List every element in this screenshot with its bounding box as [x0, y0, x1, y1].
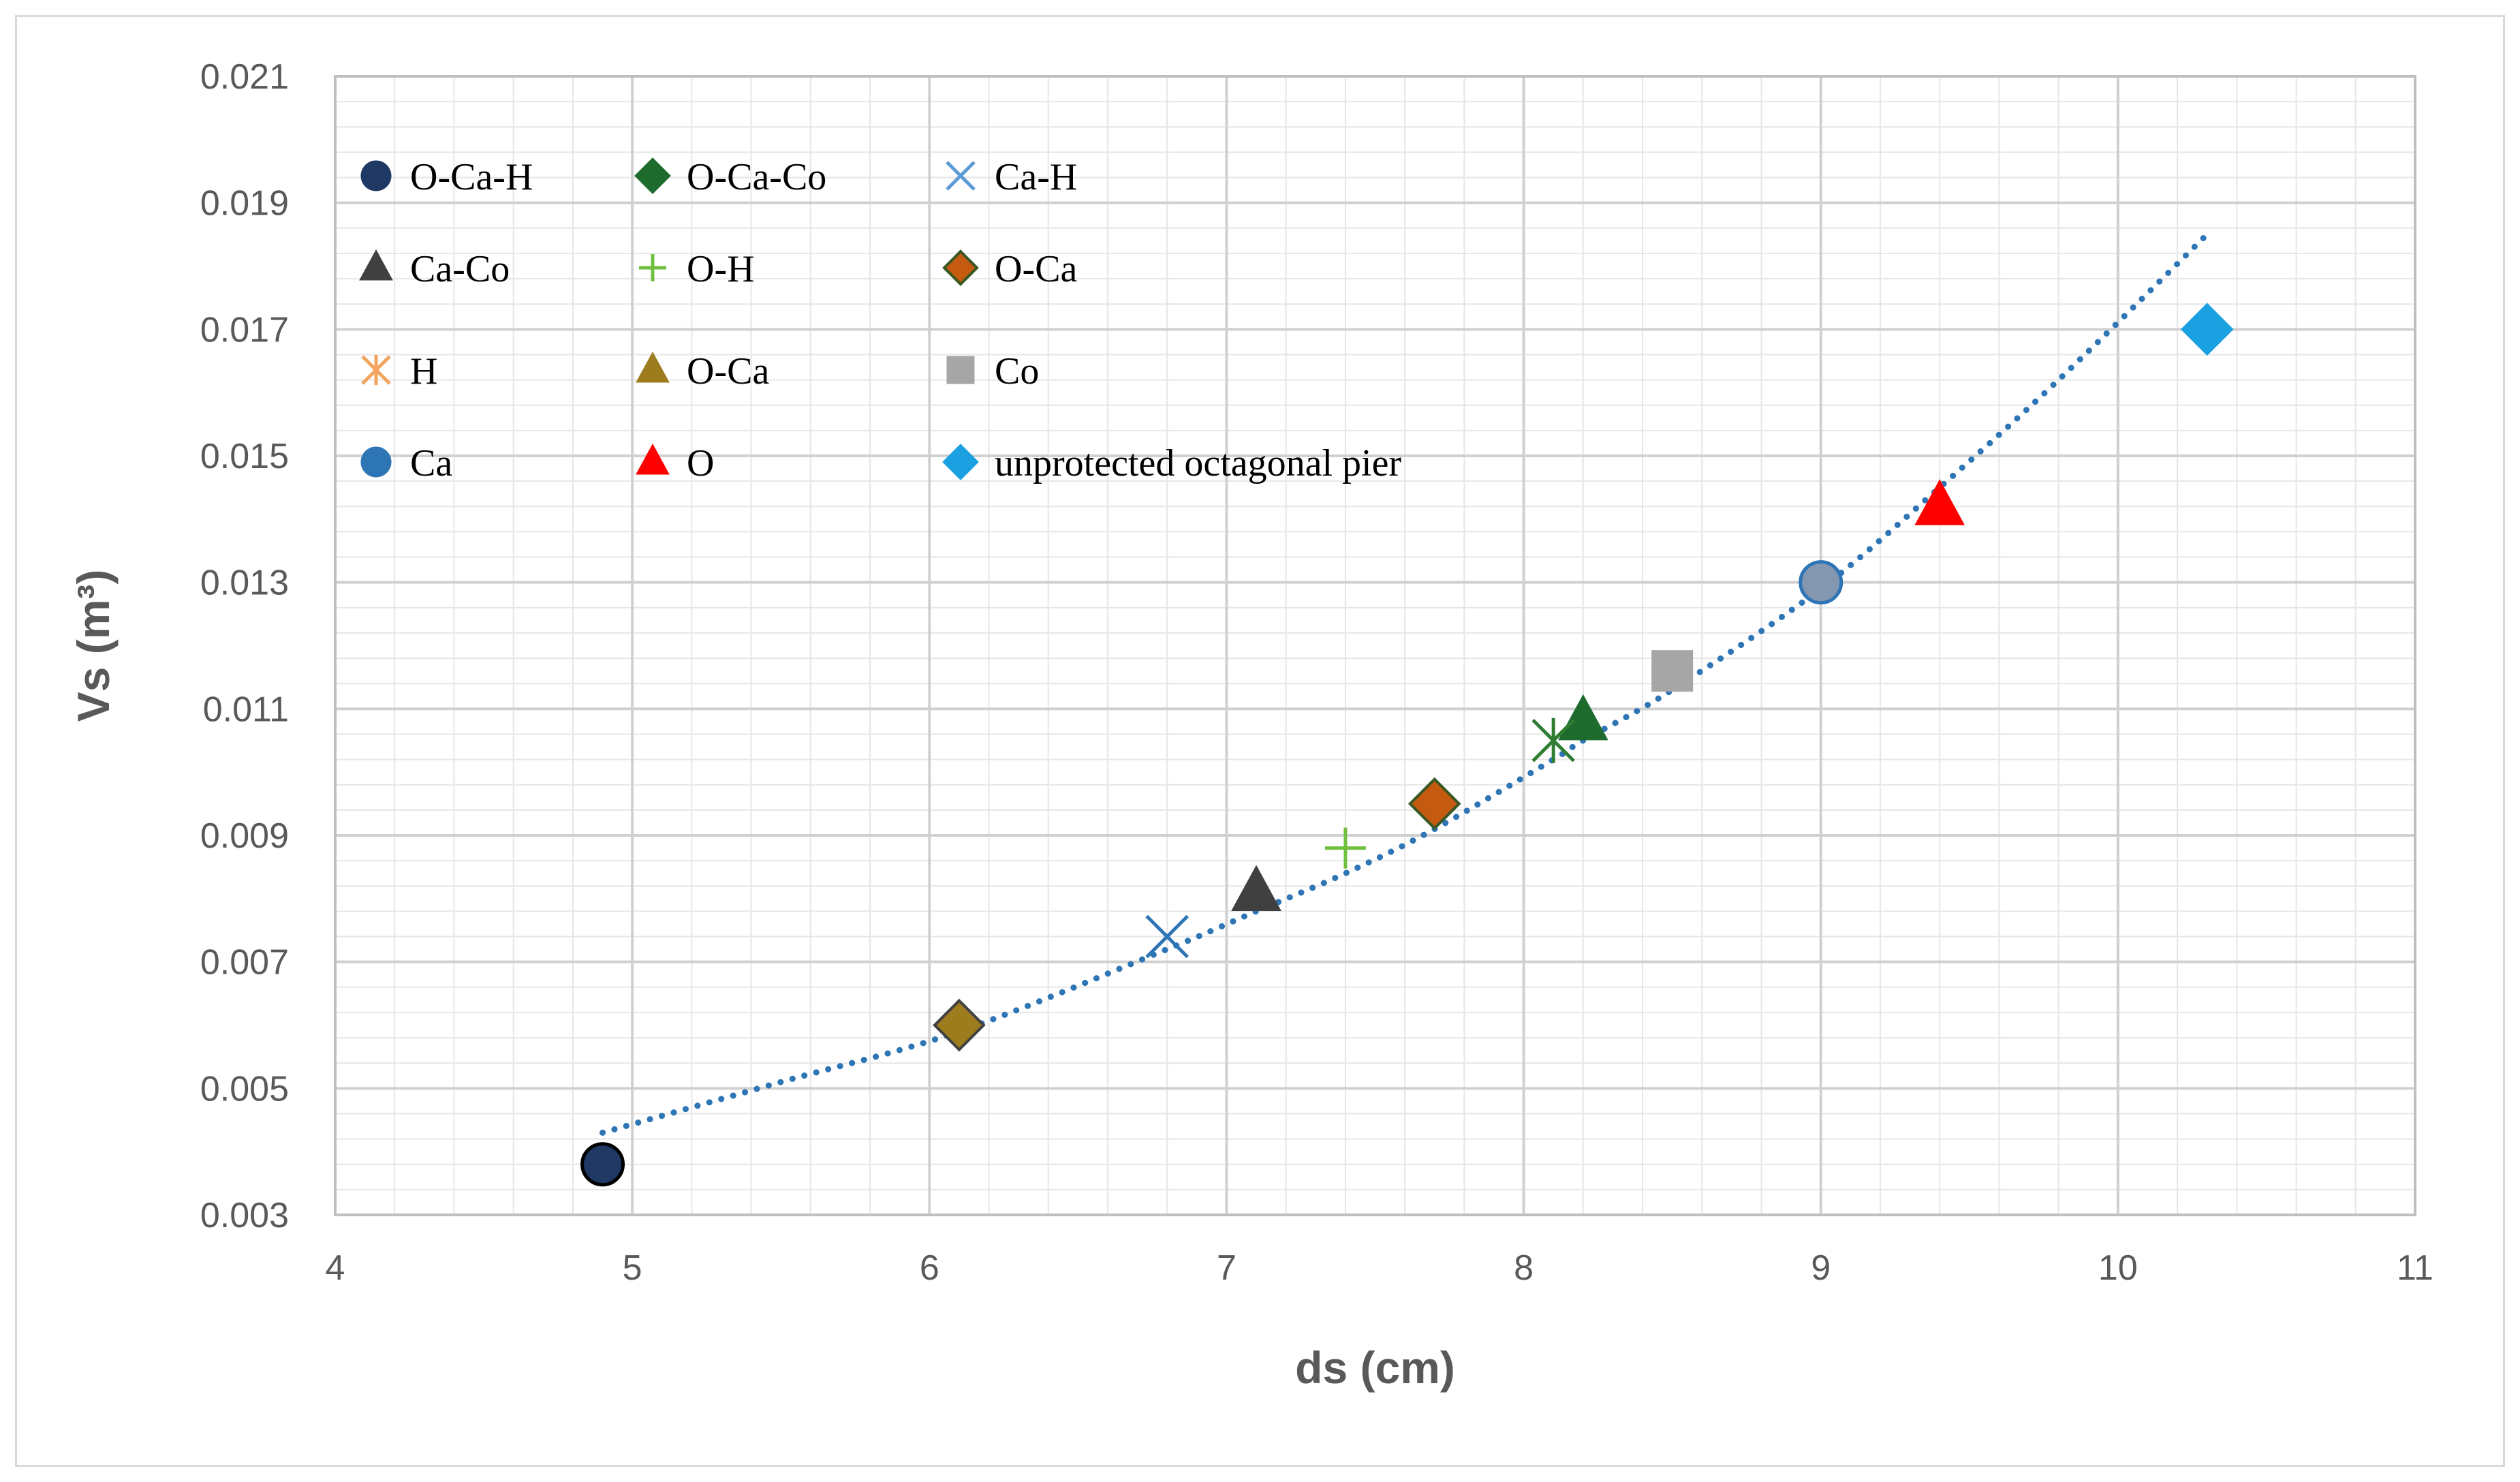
x-axis-tick-labels: 4 5 6 7 8 9 10 11: [326, 1248, 2433, 1288]
legend-marker: [360, 160, 392, 191]
legend-label: O: [687, 442, 714, 484]
legend-marker: [634, 157, 671, 194]
minor-gridlines: [335, 76, 2415, 1215]
y-tick-label: 0.019: [200, 184, 289, 223]
legend-item: Ca-H: [946, 156, 1077, 198]
legend-item: O-Ca: [942, 248, 1077, 290]
y-axis-tick-labels: 0.003 0.005 0.007 0.009 0.011 0.013 0.015 0.017…: [200, 57, 289, 1235]
data-point: [1531, 717, 1575, 763]
legend-item: O-Ca-Co: [634, 156, 826, 198]
legend-marker: [639, 254, 666, 281]
legend-item: O-Ca-H: [360, 156, 533, 198]
x-axis-title: ds (cm): [1295, 1342, 1455, 1393]
y-tick-label: 0.007: [200, 943, 289, 983]
plot-area-border: [334, 75, 2416, 1216]
legend-label: unprotected octagonal pier: [995, 442, 1401, 484]
legend-label: Ca-Co: [410, 248, 510, 290]
x-tick-label: 6: [920, 1248, 939, 1288]
legend-label: Ca-H: [995, 156, 1077, 198]
y-tick-label: 0.003: [200, 1196, 289, 1235]
y-tick-label: 0.017: [200, 310, 289, 350]
x-tick-label: 11: [2397, 1248, 2433, 1288]
x-tick-label: 8: [1514, 1248, 1534, 1288]
data-point: [580, 1142, 625, 1187]
legend-item: Ca: [360, 442, 452, 484]
data-point: [1651, 650, 1694, 692]
major-gridlines: [334, 75, 2416, 1216]
legend-item: O: [636, 442, 714, 484]
legend-label: O-Ca: [687, 350, 769, 392]
legend-label: O-Ca-Co: [687, 156, 826, 198]
y-tick-label: 0.013: [200, 564, 289, 603]
data-point: [1407, 777, 1461, 831]
legend-marker: [359, 249, 393, 281]
legend-item: Ca-Co: [359, 248, 510, 290]
data-point: [1914, 479, 1965, 525]
data-points: [580, 303, 2234, 1187]
data-point: [1799, 560, 1844, 605]
legend-label: H: [410, 350, 437, 392]
data-point: [1557, 694, 1608, 741]
x-tick-label: 4: [326, 1248, 345, 1288]
y-tick-label: 0.021: [200, 57, 289, 97]
y-tick-label: 0.011: [203, 690, 289, 729]
legend-label: O-H: [687, 248, 755, 290]
legend-marker: [942, 444, 979, 480]
legend-label: O-Ca: [995, 248, 1077, 290]
x-tick-label: 7: [1217, 1248, 1236, 1288]
legend-marker: [636, 443, 670, 475]
legend-marker: [361, 355, 391, 385]
data-point: [1145, 914, 1189, 959]
y-tick-label: 0.009: [200, 816, 289, 856]
legend-marker: [636, 351, 670, 383]
data-point: [933, 998, 986, 1052]
legend-marker: [942, 249, 979, 286]
data-point: [1324, 827, 1366, 869]
legend-label: Co: [995, 350, 1039, 392]
legend-label: Ca: [410, 442, 452, 484]
data-point: [1231, 865, 1281, 912]
x-tick-label: 10: [2098, 1248, 2138, 1288]
data-point: [2180, 303, 2234, 356]
legend-label: O-Ca-H: [410, 156, 533, 198]
chart-frame: [15, 15, 2505, 1467]
x-tick-label: 9: [1811, 1248, 1831, 1288]
legend-marker: [946, 161, 976, 191]
legend-item: O-Ca: [636, 350, 769, 392]
legend-item: Co: [946, 350, 1039, 392]
y-axis-title: Vs (m³): [68, 570, 119, 722]
legend-item: O-H: [639, 248, 755, 290]
legend-item: H: [361, 350, 437, 392]
x-tick-label: 5: [623, 1248, 642, 1288]
y-tick-label: 0.005: [200, 1069, 289, 1109]
legend-marker: [360, 446, 392, 478]
legend-item: unprotected octagonal pier: [942, 442, 1401, 484]
legend-marker: [946, 356, 975, 384]
y-tick-label: 0.015: [200, 437, 289, 476]
